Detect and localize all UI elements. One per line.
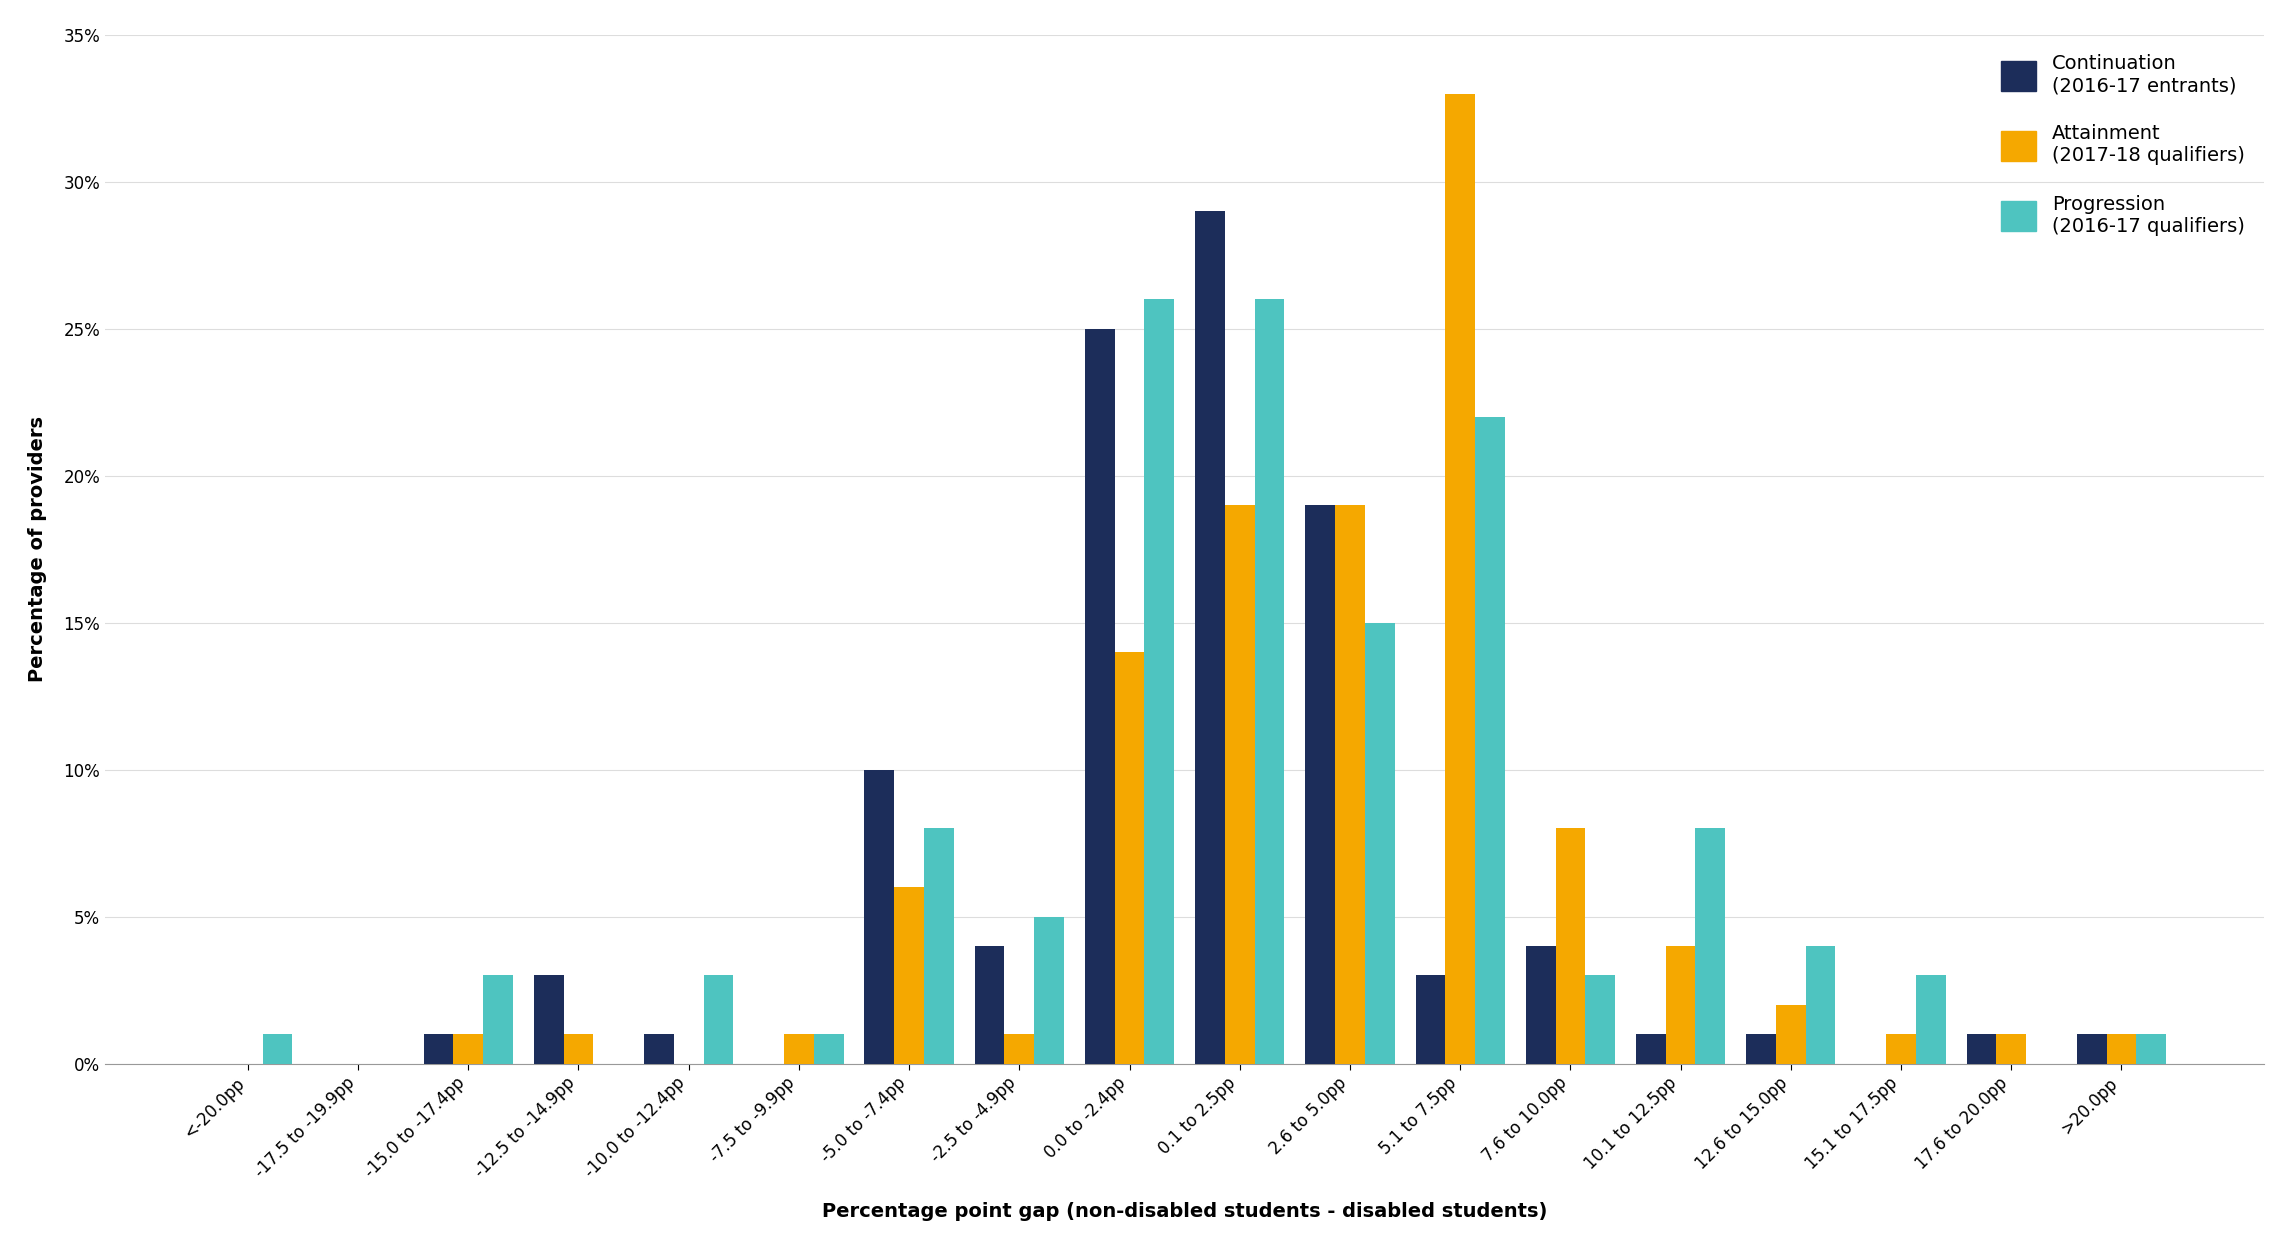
Bar [974,945,1004,1064]
Bar [2077,1034,2106,1064]
Bar [1364,623,1394,1064]
Bar [1476,417,1506,1064]
Bar [1636,1034,1666,1064]
Bar [484,975,513,1064]
Bar [1526,945,1556,1064]
X-axis label: Percentage point gap (non-disabled students - disabled students): Percentage point gap (non-disabled stude… [823,1203,1547,1222]
Bar [1004,1034,1034,1064]
Bar [454,1034,484,1064]
Bar [1334,505,1364,1064]
Bar [1306,505,1334,1064]
Bar [1224,505,1254,1064]
Bar [784,1034,814,1064]
Bar [1916,975,1946,1064]
Bar [534,975,564,1064]
Bar [1254,300,1284,1064]
Bar [1556,828,1586,1064]
Bar [1776,1005,1806,1064]
Bar [1806,945,1836,1064]
Bar [704,975,733,1064]
Bar [1144,300,1174,1064]
Bar [1967,1034,1996,1064]
Bar [644,1034,674,1064]
Bar [1034,917,1063,1064]
Legend: Continuation
(2016-17 entrants), Attainment
(2017-18 qualifiers), Progression
(2: Continuation (2016-17 entrants), Attainm… [1992,45,2255,245]
Bar [1446,94,1476,1064]
Bar [924,828,953,1064]
Bar [864,769,894,1064]
Bar [1886,1034,1916,1064]
Bar [894,887,924,1064]
Bar [1666,945,1696,1064]
Bar [264,1034,293,1064]
Bar [1747,1034,1776,1064]
Bar [1084,328,1114,1064]
Bar [564,1034,594,1064]
Bar [1114,652,1144,1064]
Bar [1416,975,1446,1064]
Bar [424,1034,454,1064]
Bar [2106,1034,2136,1064]
Bar [1194,211,1224,1064]
Bar [2136,1034,2166,1064]
Bar [814,1034,843,1064]
Bar [1996,1034,2026,1064]
Bar [1586,975,1616,1064]
Bar [1696,828,1726,1064]
Y-axis label: Percentage of providers: Percentage of providers [28,416,46,682]
